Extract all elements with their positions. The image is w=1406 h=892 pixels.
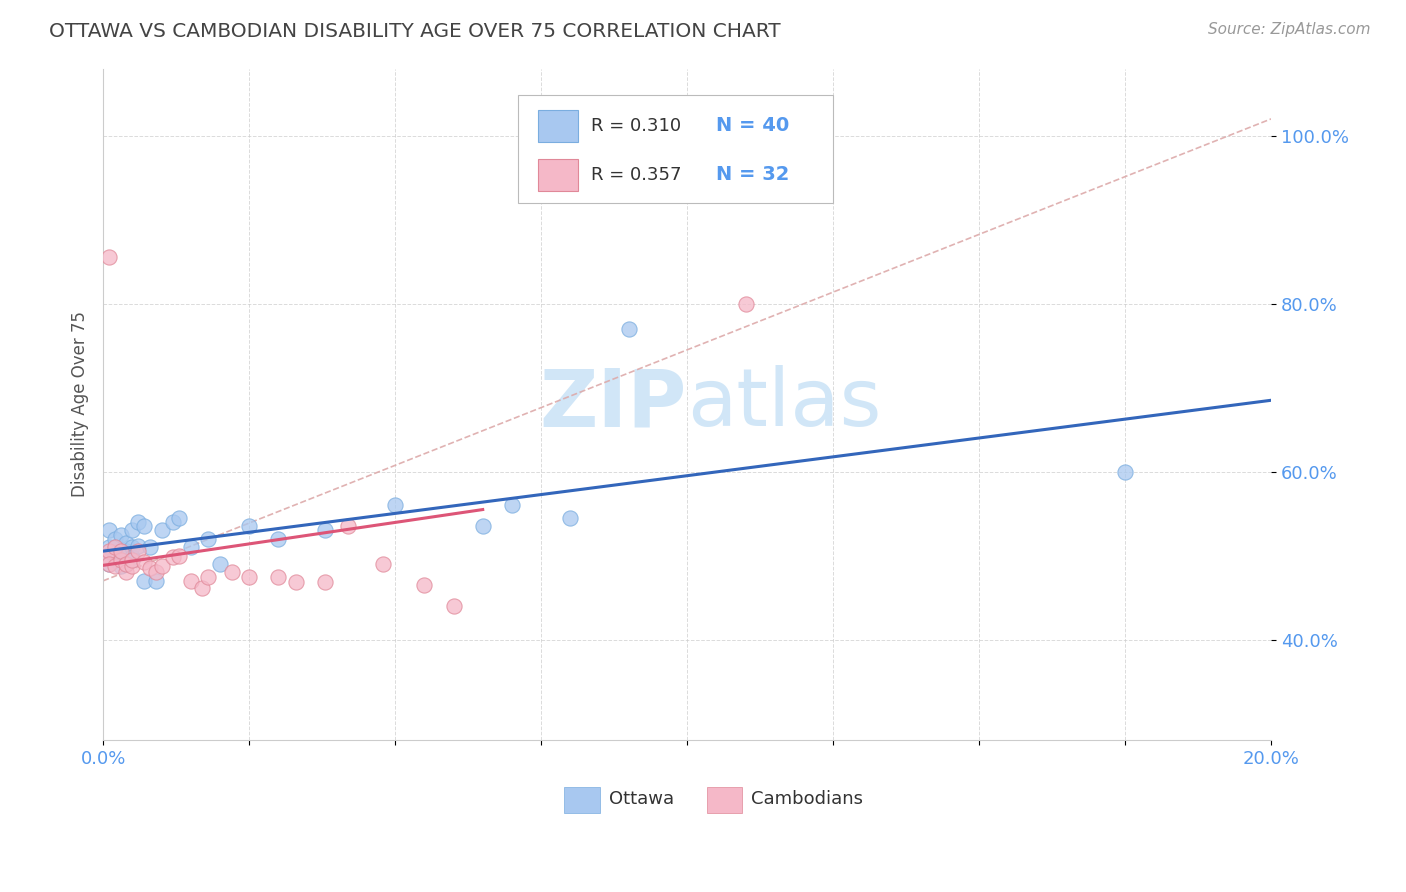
Text: Ottawa: Ottawa — [609, 789, 673, 808]
Point — [104, 553, 127, 567]
Point — [98, 557, 121, 571]
FancyBboxPatch shape — [537, 159, 578, 192]
Point — [115, 557, 138, 571]
Point — [110, 550, 132, 565]
Point — [413, 578, 436, 592]
Point — [104, 540, 127, 554]
Point — [132, 574, 155, 588]
Point — [121, 550, 143, 565]
Point — [150, 524, 173, 538]
Point — [104, 532, 127, 546]
Text: Cambodians: Cambodians — [751, 789, 863, 808]
Point — [180, 574, 202, 588]
Point — [104, 549, 127, 563]
Point — [180, 540, 202, 554]
Point — [221, 566, 243, 580]
Point — [121, 553, 143, 567]
Point — [267, 532, 290, 546]
Point — [121, 524, 143, 538]
Point — [110, 558, 132, 573]
Point — [115, 566, 138, 580]
Point — [267, 569, 290, 583]
Text: R = 0.310: R = 0.310 — [592, 117, 682, 135]
Point — [121, 540, 143, 554]
Point — [337, 519, 360, 533]
Point — [617, 322, 640, 336]
Point — [384, 498, 406, 512]
Text: N = 32: N = 32 — [716, 165, 790, 184]
Point — [238, 569, 260, 583]
Text: N = 40: N = 40 — [716, 116, 790, 135]
Point — [167, 511, 190, 525]
FancyBboxPatch shape — [707, 788, 742, 813]
Point — [150, 558, 173, 573]
Point — [98, 524, 121, 538]
Point — [110, 544, 132, 558]
Point — [167, 549, 190, 563]
Point — [127, 539, 149, 553]
Point — [314, 575, 336, 590]
Point — [471, 519, 494, 533]
Point — [104, 540, 127, 554]
Point — [145, 566, 167, 580]
Point — [98, 544, 121, 558]
Point — [110, 544, 132, 558]
Text: R = 0.357: R = 0.357 — [592, 166, 682, 184]
Point — [162, 515, 184, 529]
Point — [197, 532, 219, 546]
Y-axis label: Disability Age Over 75: Disability Age Over 75 — [72, 311, 89, 498]
Point — [373, 557, 395, 571]
Point — [314, 524, 336, 538]
Point — [191, 581, 214, 595]
Point — [127, 544, 149, 558]
Text: atlas: atlas — [688, 366, 882, 443]
Point — [284, 575, 307, 590]
Point — [132, 555, 155, 569]
Point — [104, 558, 127, 573]
Point — [127, 515, 149, 529]
Point — [208, 557, 231, 571]
Point — [94, 549, 117, 563]
FancyBboxPatch shape — [517, 95, 834, 202]
FancyBboxPatch shape — [537, 111, 578, 143]
Point — [94, 549, 117, 563]
Text: OTTAWA VS CAMBODIAN DISABILITY AGE OVER 75 CORRELATION CHART: OTTAWA VS CAMBODIAN DISABILITY AGE OVER … — [49, 22, 780, 41]
Point — [197, 569, 219, 583]
Point — [110, 527, 132, 541]
FancyBboxPatch shape — [564, 788, 599, 813]
Point — [98, 251, 121, 265]
Point — [121, 553, 143, 567]
Point — [132, 519, 155, 533]
Point — [115, 557, 138, 571]
Point — [238, 519, 260, 533]
Point — [139, 561, 162, 575]
Point — [162, 550, 184, 565]
Point — [560, 511, 582, 525]
Text: ZIP: ZIP — [540, 366, 688, 443]
Point — [139, 540, 162, 554]
Point — [734, 296, 756, 310]
Point — [121, 558, 143, 573]
Point — [98, 557, 121, 571]
Point — [501, 498, 523, 512]
Text: Source: ZipAtlas.com: Source: ZipAtlas.com — [1208, 22, 1371, 37]
Point — [110, 553, 132, 567]
Point — [98, 540, 121, 554]
Point — [115, 544, 138, 558]
Point — [115, 536, 138, 550]
Point — [1114, 465, 1136, 479]
Point — [145, 574, 167, 588]
Point — [443, 599, 465, 613]
